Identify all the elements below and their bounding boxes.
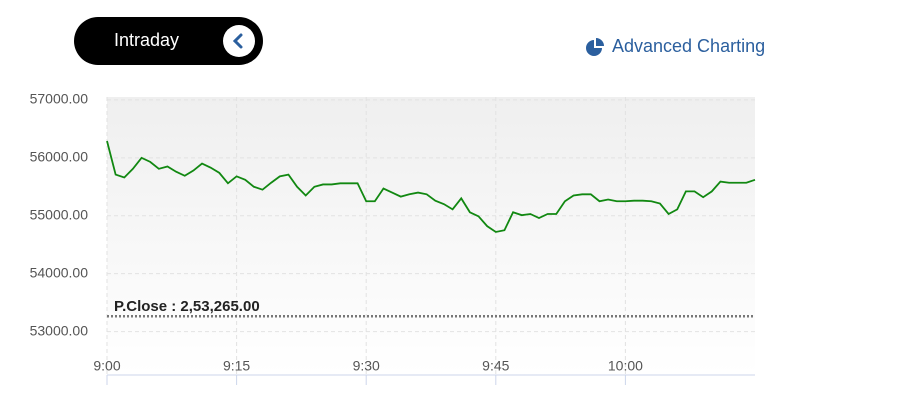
- y-tick-label: 55000.00: [30, 206, 89, 222]
- plot-background: [107, 97, 755, 375]
- toggle-label: Intraday: [114, 30, 180, 50]
- y-tick-label: 53000.00: [30, 322, 89, 338]
- price-line: [106, 140, 756, 233]
- y-tick-label: 57000.00: [30, 91, 89, 107]
- y-tick-label: 56000.00: [30, 149, 89, 165]
- reference-label: P.Close : 2,53,265.00: [114, 298, 260, 315]
- x-tick-label: 9:00: [93, 358, 120, 374]
- chevron-icon: [232, 33, 243, 49]
- x-tick-label: 9:15: [223, 358, 250, 374]
- y-tick-label: 54000.00: [30, 264, 89, 280]
- pie-icon: [586, 37, 604, 56]
- toggle-button[interactable]: [223, 25, 255, 57]
- link-label: Advanced Charting: [612, 36, 766, 56]
- advanced-charting-link[interactable]: Advanced Charting: [585, 36, 765, 57]
- x-tick-label: 10:00: [608, 358, 643, 374]
- x-tick-label: 9:45: [482, 358, 509, 374]
- x-tick-label: 9:30: [353, 358, 380, 374]
- intraday-toggle[interactable]: Intraday: [74, 17, 263, 65]
